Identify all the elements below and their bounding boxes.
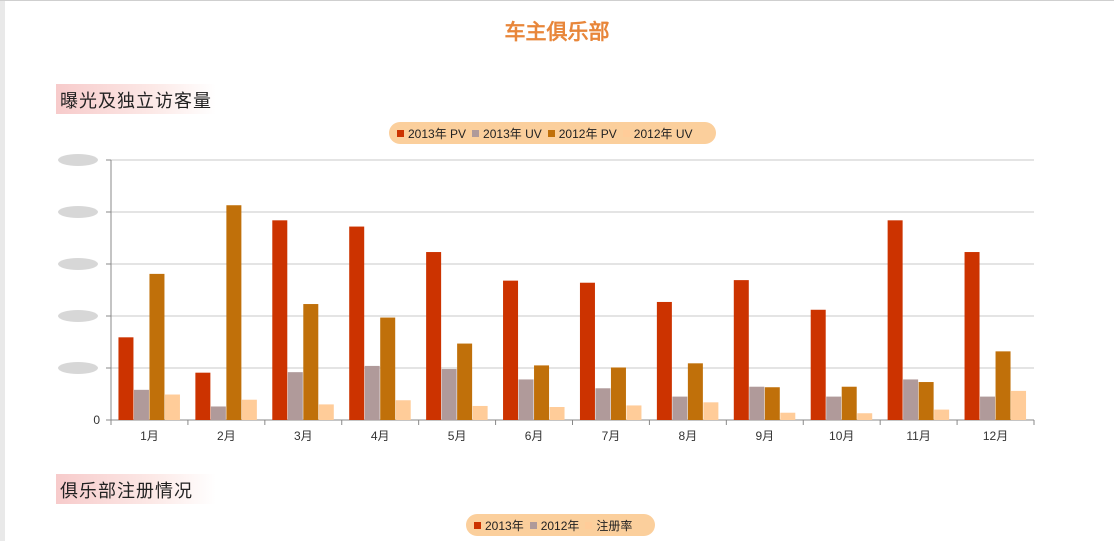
legend-label: 2012年 PV [558,126,617,141]
bar [518,379,534,420]
legend-item[interactable]: 注册率 [585,517,632,534]
legend-item[interactable]: 2013年 UV [472,125,542,142]
bar [595,388,611,420]
legend-item[interactable]: 2012年 [529,517,580,534]
bar [903,379,919,420]
bar [687,363,703,420]
bar [380,317,396,420]
legend-label: 2013年 PV [408,126,467,141]
chart-legend-registration: 2013年 2012年 注册率 [466,514,655,536]
bar [810,309,826,420]
bar [287,372,303,420]
bar [626,405,642,420]
legend-item[interactable]: 2012年 UV [622,125,693,142]
bar [303,304,319,420]
legend-swatch [397,129,404,137]
y-tick-label-redacted [58,206,98,218]
bar [364,365,380,420]
bar [503,280,519,420]
bar [703,402,719,420]
bar [226,205,242,420]
bar [995,351,1011,420]
bar [241,399,257,420]
bar [318,404,334,420]
legend-swatch [472,129,480,137]
legend-label: 2012年 UV [633,126,693,141]
x-tick-label: 8月 [679,429,698,443]
chart-legend-exposure: 2013年 PV 2013年 UV 2012年 PV 2012年 UV [389,122,716,144]
bar [395,400,411,420]
legend-label: 2013年 UV [483,126,542,141]
legend-item[interactable]: 2013年 [474,517,524,534]
bar [164,394,180,420]
bar [210,406,226,420]
bar [472,405,488,420]
y-tick-label-redacted [58,362,98,374]
x-tick-label: 11月 [906,429,930,443]
x-tick-label: 10月 [829,429,854,443]
bar [934,409,950,420]
bar [118,337,134,420]
bar [149,273,165,420]
bar [656,301,672,420]
page-title: 车主俱乐部 [504,19,610,44]
bar [133,389,149,420]
bar [579,282,595,420]
legend-item[interactable]: 2012年 PV [547,125,617,142]
bar [426,252,442,420]
section-title-exposure: 曝光及独立访客量 [60,91,212,112]
x-tick-label: 9月 [755,429,774,443]
bar [441,369,457,420]
x-tick-label: 2月 [217,429,236,443]
bar [857,413,873,420]
bar [457,343,473,420]
x-tick-label: 3月 [294,429,313,443]
legend-label: 2012年 [540,518,580,533]
bar [826,396,842,420]
bar [549,407,565,420]
legend-swatch [585,521,593,529]
left-border [0,0,5,541]
y-tick-label-redacted [58,154,98,166]
bar [534,365,550,420]
x-tick-label: 1月 [140,429,159,443]
legend-item[interactable]: 2013年 PV [397,125,466,142]
legend-swatch [547,129,555,137]
legend-swatch [622,129,630,137]
section-title-registration: 俱乐部注册情况 [60,481,193,502]
bar [1011,390,1027,420]
x-tick-label: 7月 [602,429,621,443]
legend-label: 2013年 [485,518,524,533]
bar [887,220,903,420]
x-tick-label: 12月 [983,429,1008,443]
y-tick-label: 0 [93,413,100,427]
y-tick-label-redacted [58,310,98,322]
bar [195,372,211,420]
legend-label: 注册率 [596,518,633,533]
x-tick-label: 4月 [371,429,390,443]
bar [733,280,749,420]
bar [672,396,688,420]
bar [964,252,980,420]
x-tick-label: 5月 [448,429,467,443]
y-tick-label-redacted [58,258,98,270]
bar [749,386,765,420]
bar [610,367,626,420]
bar [349,226,365,420]
bar [272,220,288,420]
bar [918,382,934,420]
bar [780,412,796,420]
legend-swatch [474,521,481,529]
bar [764,387,780,420]
section-header-exposure: 曝光及独立访客量 [56,84,216,114]
x-tick-label: 6月 [525,429,544,443]
bar [980,396,996,420]
top-border [0,0,1114,1]
section-header-registration: 俱乐部注册情况 [56,474,216,504]
legend-swatch [529,521,537,529]
bar [841,386,857,420]
